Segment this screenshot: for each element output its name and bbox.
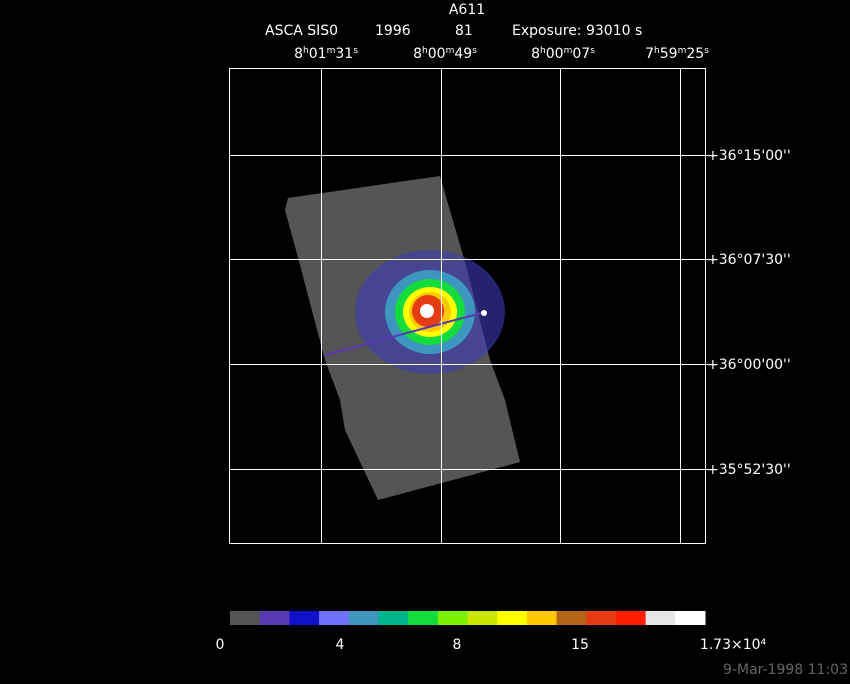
label-part: 25: [686, 46, 704, 62]
label-part: h: [422, 46, 428, 56]
colorbar-segment: [526, 611, 558, 625]
colorbar-segment: [378, 611, 409, 625]
label-part: s: [353, 46, 358, 56]
dec-label: +36°00'00'': [707, 357, 791, 373]
streak: [324, 311, 486, 356]
colorbar-segment: [259, 611, 290, 625]
title: A611: [449, 2, 485, 18]
ra-label: 8h01m31s: [294, 46, 358, 62]
frame: [229, 68, 706, 544]
year: 1996: [375, 23, 411, 39]
dec-label: +36°15'00'': [707, 148, 791, 164]
colorbar-label: 8: [453, 637, 462, 653]
dec-label: +36°07'30'': [707, 252, 791, 268]
ra-label: 8h00m49s: [413, 46, 477, 62]
colorbar-segment: [556, 611, 587, 625]
point-source: [481, 310, 487, 316]
colorbar-segment: [348, 611, 379, 625]
colorbar-segment: [615, 611, 647, 625]
label-part: h: [303, 46, 309, 56]
ra-label: 8h00m07s: [531, 46, 595, 62]
label-part: h: [654, 46, 660, 56]
label-part: m: [564, 46, 573, 56]
label-part: h: [540, 46, 546, 56]
core: [420, 304, 434, 318]
label-part: s: [704, 46, 709, 56]
colorbar-segment: [675, 611, 706, 625]
label-part: 00: [546, 46, 564, 62]
colorbar-segment: [408, 611, 439, 625]
label-part: 7: [645, 46, 654, 62]
colorbar-segment: [230, 611, 261, 625]
obs-number: 81: [455, 23, 473, 39]
dec-label: +35°52'30'': [707, 462, 791, 478]
exposure: Exposure: 93010 s: [512, 23, 642, 39]
image: [285, 176, 520, 500]
label-part: 00: [428, 46, 446, 62]
colorbar-segment: [586, 611, 617, 625]
label-part: s: [590, 46, 595, 56]
coordinate-grid: [229, 68, 710, 544]
colorbar-label: 1.73×10⁴: [700, 637, 767, 653]
colorbar-segment: [467, 611, 498, 625]
label-part: 01: [309, 46, 327, 62]
colorbar-label: 0: [216, 637, 225, 653]
colorbar-segment: [497, 611, 528, 625]
timestamp: 9-Mar-1998 11:03: [723, 662, 848, 678]
colorbar-segment: [319, 611, 350, 625]
label-part: m: [327, 46, 336, 56]
label-part: 31: [335, 46, 353, 62]
label-part: 8: [531, 46, 540, 62]
label-part: m: [446, 46, 455, 56]
label-part: 07: [572, 46, 590, 62]
label-part: s: [472, 46, 477, 56]
ra-label: 7h59m25s: [645, 46, 709, 62]
colorbar: [230, 611, 706, 625]
label-part: 8: [294, 46, 303, 62]
label-part: 59: [660, 46, 678, 62]
colorbar-segment: [289, 611, 320, 625]
label-part: 8: [413, 46, 422, 62]
colorbar-label: 15: [571, 637, 589, 653]
colorbar-label: 4: [336, 637, 345, 653]
instrument: ASCA SIS0: [265, 23, 338, 39]
colorbar-segment: [645, 611, 676, 625]
label-part: 49: [454, 46, 472, 62]
colorbar-segment: [437, 611, 468, 625]
label-part: m: [678, 46, 687, 56]
